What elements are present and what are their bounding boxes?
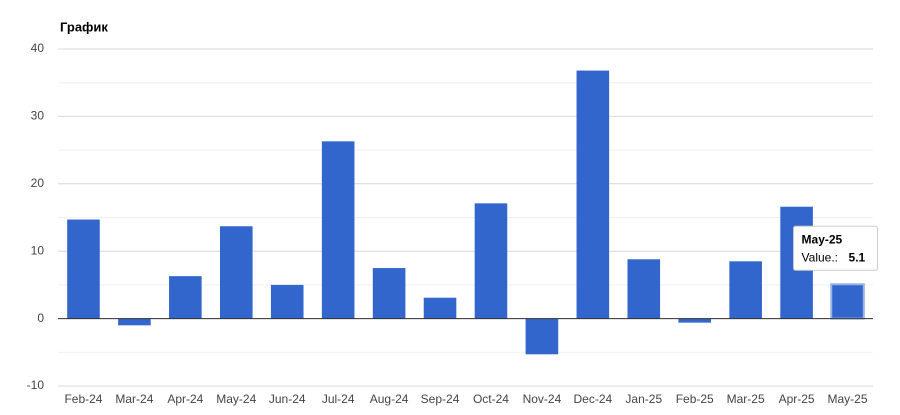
x-tick-label: Nov-24 [523, 392, 562, 406]
x-tick-label: Feb-25 [676, 392, 714, 406]
x-tick-label: Dec-24 [574, 392, 613, 406]
tooltip-box [793, 225, 879, 271]
y-tick-label: -10 [27, 378, 45, 392]
bar [627, 259, 661, 319]
bar [372, 268, 406, 319]
bar [270, 284, 304, 319]
tooltip-value: 5.1 [849, 250, 866, 264]
bar [169, 276, 202, 319]
bar [525, 318, 559, 355]
x-tick-label: Jul-24 [322, 392, 355, 406]
bar [678, 318, 712, 323]
y-tick-label: 40 [31, 41, 45, 55]
y-tick-label: 30 [31, 109, 45, 123]
tooltip-category: May-25 [802, 232, 843, 246]
bar [219, 226, 253, 319]
bar [474, 203, 508, 319]
bar [321, 141, 355, 319]
x-tick-label: Sep-24 [421, 392, 460, 406]
y-tick-label: 20 [31, 176, 45, 190]
tooltip-series-name: Value.: [802, 250, 838, 264]
bar [67, 219, 100, 319]
bar [830, 283, 865, 320]
x-tick-label: Jan-25 [625, 392, 662, 406]
bar [576, 70, 610, 319]
bar [729, 261, 762, 319]
x-tick-label: Oct-24 [473, 392, 509, 406]
chart-title: График [60, 19, 108, 34]
x-tick-label: Aug-24 [370, 392, 409, 406]
y-tick-label: 10 [31, 243, 45, 257]
x-tick-label: Feb-24 [64, 392, 102, 406]
x-tick-label: Jun-24 [269, 392, 306, 406]
x-tick-label: May-25 [828, 392, 868, 406]
x-tick-label: Apr-24 [167, 392, 203, 406]
x-tick-label: Mar-25 [727, 392, 765, 406]
bar [423, 297, 457, 319]
y-tick-label: 0 [37, 311, 44, 325]
x-tick-label: Mar-24 [115, 392, 153, 406]
x-tick-label: Apr-25 [779, 392, 815, 406]
tooltip: May-25 Value.: 5.1 [793, 225, 879, 271]
bar [118, 318, 151, 326]
x-tick-label: May-24 [216, 392, 256, 406]
